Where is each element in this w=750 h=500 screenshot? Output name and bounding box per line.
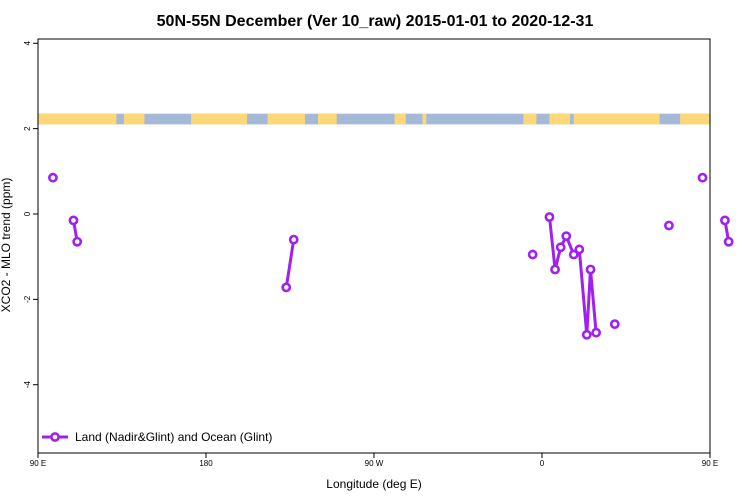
land-band-segment	[318, 113, 337, 125]
data-point	[581, 329, 592, 340]
data-point	[697, 172, 708, 183]
data-point	[68, 215, 79, 226]
y-tick-label: 0	[23, 211, 32, 216]
plot-frame	[37, 38, 711, 454]
data-point	[544, 212, 555, 222]
ocean-band	[38, 113, 710, 125]
x-tick-label: 0	[540, 459, 545, 468]
data-point	[720, 215, 730, 226]
data-point	[288, 234, 299, 245]
data-point	[561, 231, 572, 242]
land-band-segment	[573, 113, 660, 125]
data-point	[72, 236, 83, 247]
data-point	[664, 220, 674, 231]
data-point	[527, 249, 538, 260]
axis-ticks: 90 E 180 90 W 0 90 E 4 2 0 -2 -4	[23, 40, 718, 468]
data-point	[48, 172, 58, 183]
series-line	[284, 239, 296, 288]
land-band-segment	[38, 113, 117, 125]
y-tick-label: -2	[23, 295, 32, 303]
legend-label: Land (Nadir&Glint) and Ocean (Glint)	[75, 430, 272, 444]
chart-title: 50N-55N December (Ver 10_raw) 2015-01-01…	[157, 13, 594, 30]
y-tick-label: 2	[23, 126, 32, 131]
land-band-segment	[422, 113, 427, 125]
x-tick-label: 90 W	[365, 459, 384, 468]
legend: Land (Nadir&Glint) and Ocean (Glint)	[42, 430, 272, 444]
legend-marker	[50, 432, 60, 442]
data-series	[48, 172, 734, 340]
series-line	[548, 216, 598, 337]
surface-band	[38, 113, 710, 125]
y-tick-label: 4	[23, 40, 32, 45]
land-band-segment	[549, 113, 570, 125]
data-point	[609, 319, 620, 330]
land-band-segment	[123, 113, 145, 125]
x-tick-label: 90 E	[30, 459, 46, 468]
y-tick-label: -4	[23, 381, 32, 389]
data-point	[281, 282, 292, 293]
land-band-segment	[267, 113, 305, 125]
x-tick-label: 180	[199, 459, 213, 468]
x-axis-label: Longitude (deg E)	[326, 477, 421, 491]
data-point	[555, 242, 566, 253]
data-point	[723, 236, 734, 247]
y-axis-label: XCO2 - MLO trend (ppm)	[0, 178, 13, 313]
land-band-segment	[394, 113, 406, 125]
land-band-segment	[680, 113, 710, 125]
land-band-segment	[191, 113, 248, 125]
land-band-segment	[523, 113, 537, 125]
data-point	[585, 264, 596, 275]
x-tick-label: 90 E	[702, 459, 718, 468]
data-point	[550, 264, 560, 275]
data-point	[591, 327, 602, 338]
data-point	[574, 244, 585, 255]
data-point	[568, 249, 579, 260]
